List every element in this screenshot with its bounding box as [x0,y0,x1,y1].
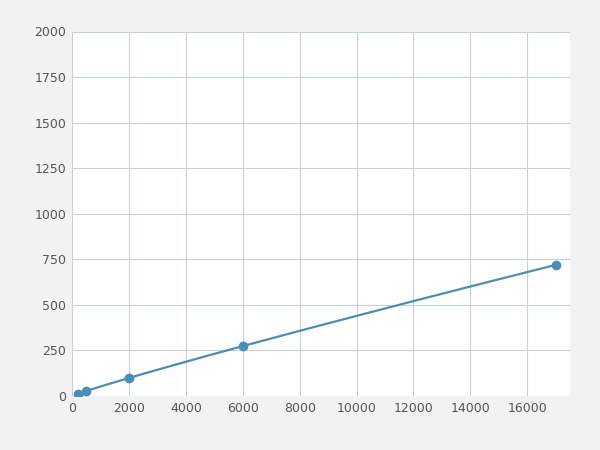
Point [73,390,82,397]
Point [124,374,134,382]
Point [238,342,248,350]
Point [551,261,560,269]
Point [82,387,91,395]
